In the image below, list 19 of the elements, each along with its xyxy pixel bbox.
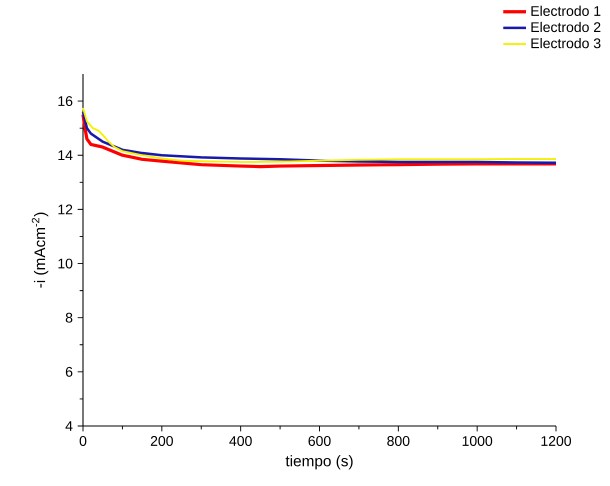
- x-tick-label: 400: [229, 436, 252, 446]
- y-axis-title: -i (mAcm$^{-2}$): [32, 212, 48, 288]
- y-tick-label: 16: [58, 96, 72, 106]
- y-tick-label: 14: [58, 150, 73, 160]
- legend-label: Electrodo 1: [531, 6, 600, 16]
- x-tick-label: 800: [387, 436, 410, 446]
- x-tick-label: 200: [150, 436, 173, 446]
- x-tick-label: 1200: [541, 436, 572, 446]
- y-tick-label: 8: [66, 312, 72, 323]
- legend-label: Electrodo 3: [531, 38, 600, 48]
- x-tick-label: 1000: [462, 436, 492, 446]
- y-tick-label: 12: [58, 204, 72, 214]
- y-tick-label: 10: [58, 258, 72, 269]
- x-tick-label: 0: [80, 436, 86, 446]
- legend-label: Electrodo 2: [531, 22, 600, 32]
- x-axis-title: tiempo (s): [286, 455, 353, 470]
- y-tick-label: 4: [65, 421, 73, 431]
- x-tick-label: 600: [308, 436, 331, 446]
- y-tick-label: 6: [66, 366, 72, 377]
